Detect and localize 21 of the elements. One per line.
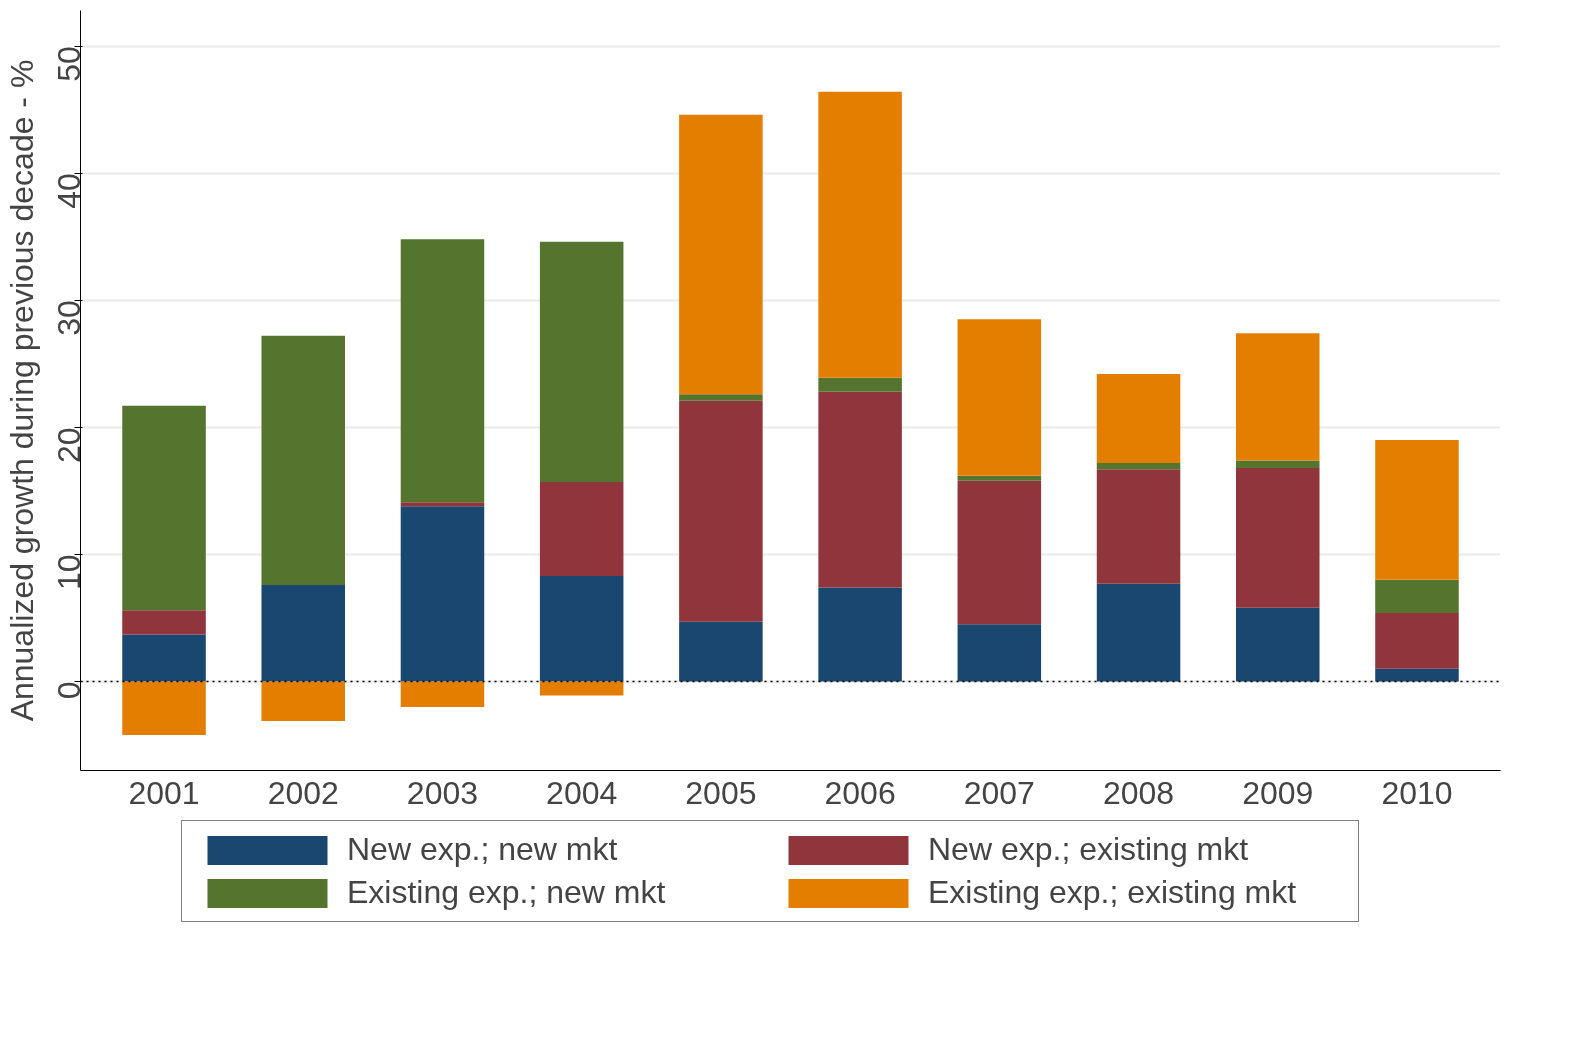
x-tick-label: 2006 bbox=[824, 774, 896, 811]
y-tick-label: 10 bbox=[51, 554, 88, 591]
x-tick-label: 2005 bbox=[685, 774, 757, 811]
y-tick-label: 30 bbox=[51, 300, 88, 336]
y-tick-label: 20 bbox=[51, 427, 88, 463]
y-tick-label: 40 bbox=[51, 173, 88, 209]
x-tick-label: 2010 bbox=[1381, 774, 1453, 811]
legend-label: Existing exp.; new mkt bbox=[347, 874, 667, 911]
x-tick-label: 2003 bbox=[406, 774, 479, 811]
y-axis-title: Annualized growth during previous decade - % bbox=[3, 59, 40, 722]
x-tick-label: 2008 bbox=[1102, 774, 1175, 811]
x-tick-label: 2009 bbox=[1242, 774, 1314, 811]
x-tick-label: 2001 bbox=[128, 774, 200, 811]
legend-label: New exp.; new mkt bbox=[347, 831, 619, 868]
y-tick-label: 50 bbox=[51, 46, 88, 82]
legend-label: Existing exp.; existing mkt bbox=[928, 874, 1298, 911]
x-tick-label: 2004 bbox=[546, 774, 618, 811]
x-tick-label: 2007 bbox=[963, 774, 1035, 811]
y-tick-label: 0 bbox=[51, 681, 88, 700]
legend-label: New exp.; existing mkt bbox=[928, 831, 1250, 868]
x-tick-label: 2002 bbox=[267, 774, 339, 811]
